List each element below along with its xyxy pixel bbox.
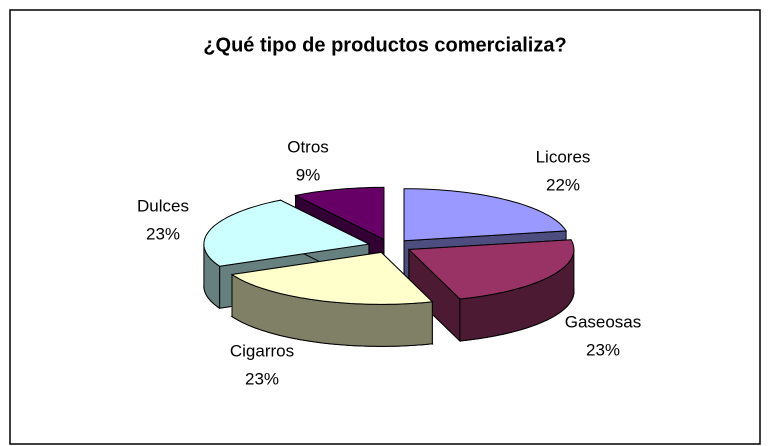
slice-top [230, 251, 434, 305]
slice-top [407, 239, 575, 300]
slice-label: Otros [287, 137, 329, 156]
pie-slice [230, 251, 434, 347]
slice-top [203, 199, 371, 267]
pie-slice [407, 239, 575, 343]
slice-value-label: 23% [586, 340, 620, 359]
slice-label: Dulces [137, 196, 189, 215]
slice-value-label: 23% [146, 224, 180, 243]
slice-top [403, 188, 567, 242]
chart-title: ¿Qué tipo de productos comercializa? [203, 34, 566, 56]
slice-value-label: 23% [245, 369, 279, 388]
slice-label: Gaseosas [565, 312, 642, 331]
slice-top [293, 186, 385, 241]
chart-frame [9, 9, 761, 445]
slice-label: Cigarros [230, 341, 294, 360]
slice-value-label: 22% [546, 175, 580, 194]
slice-value-label: 9% [296, 165, 321, 184]
slice-label: Licores [536, 147, 591, 166]
